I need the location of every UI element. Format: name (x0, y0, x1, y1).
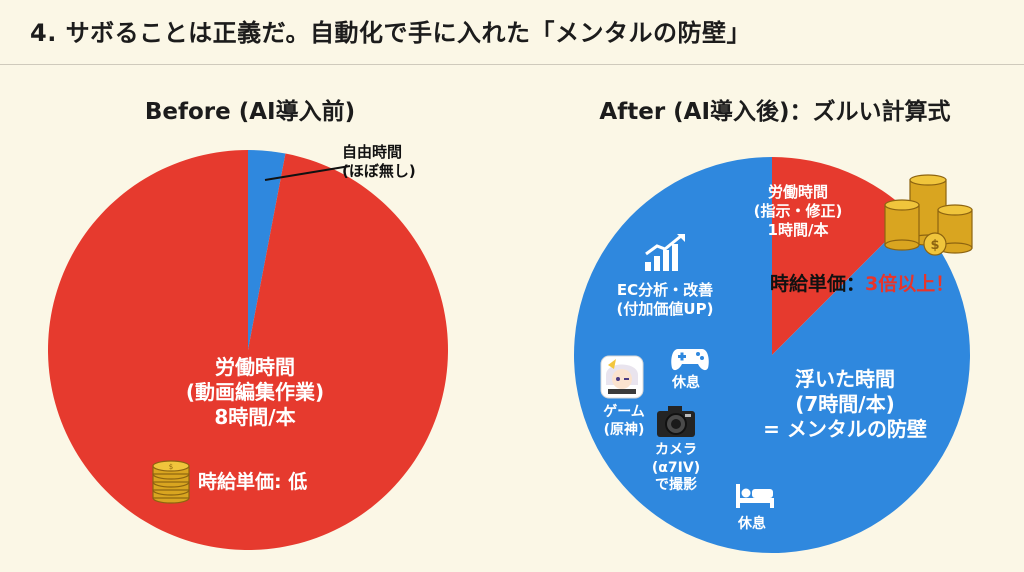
ec-analysis-line2: (付加価値UP) (616, 299, 714, 318)
game-label-line1: ゲーム (603, 404, 645, 420)
camera-label-line3: で撮影 (655, 477, 697, 493)
game-label: ゲーム (原神) (596, 404, 652, 439)
before-free-time-label: 自由時間 (ほぼ無し) (342, 143, 416, 181)
after-hourly-rate-prefix: 時給単価： (770, 273, 866, 295)
camera-label: カメラ (α7IV) で撮影 (646, 442, 706, 495)
coin-stacks-icon: $ (884, 174, 973, 256)
camera-label-line2: (α7IV) (651, 459, 701, 476)
after-hourly-rate-label: 時給単価： 3倍以上！ (770, 273, 954, 297)
game-label-line2: (原神) (603, 421, 645, 438)
rest-label-2: 休息 (738, 516, 766, 532)
ec-analysis-line1: EC分析・改善 (616, 281, 714, 299)
before-slice-1 (248, 150, 286, 350)
game-character-icon (600, 355, 644, 399)
before-free-time-label-line2: (ほぼ無し) (342, 161, 416, 180)
after-freed-time-label: 浮いた時間 (7時間/本) = メンタルの防壁 (740, 367, 950, 442)
before-work-time-label: 労働時間 (動画編集作業) 8時間/本 (140, 355, 370, 430)
svg-text:$: $ (169, 463, 173, 471)
after-work-label-line1: 労働時間 (767, 183, 828, 201)
after-work-label-line2: (指示・修正) (753, 201, 843, 220)
before-hourly-rate-label: 時給単価: 低 (198, 471, 308, 493)
title-divider (0, 64, 1024, 65)
svg-text:$: $ (930, 238, 939, 253)
after-slice-0 (772, 157, 913, 355)
ec-analysis-label: EC分析・改善 (付加価値UP) (600, 281, 730, 319)
after-chart-title: After (AI導入後)：ズルい計算式 (599, 99, 951, 125)
growth-chart-icon (645, 234, 685, 271)
after-hourly-rate-highlight: 3倍以上！ (865, 273, 955, 295)
before-slice-0 (47, 150, 449, 550)
before-work-label-line1: 労働時間 (215, 355, 295, 379)
free-time-leader-line (264, 165, 351, 181)
after-freed-label-line1: 浮いた時間 (795, 367, 895, 391)
rest-label-1: 休息 (672, 375, 700, 391)
camera-label-line1: カメラ (655, 442, 697, 458)
page-title: 4. サボることは正義だ。自動化で手に入れた「メンタルの防壁」 (30, 19, 751, 47)
after-work-time-label: 労働時間 (指示・修正) 1時間/本 (748, 183, 848, 239)
before-chart-title: Before (AI導入前) (144, 99, 356, 125)
before-free-time-label-line1: 自由時間 (342, 143, 403, 161)
before-work-label-line2: (動画編集作業) (185, 380, 325, 404)
camera-icon (657, 406, 695, 437)
bed-icon (736, 484, 774, 508)
gamepad-icon (671, 349, 709, 371)
coin-stack-icon: $ (152, 460, 190, 504)
before-work-label-line3: 8時間/本 (214, 405, 296, 429)
after-work-label-line3: 1時間/本 (767, 220, 829, 239)
after-freed-label-line2: (7時間/本) (795, 392, 895, 416)
after-freed-label-line3: = メンタルの防壁 (763, 417, 927, 441)
